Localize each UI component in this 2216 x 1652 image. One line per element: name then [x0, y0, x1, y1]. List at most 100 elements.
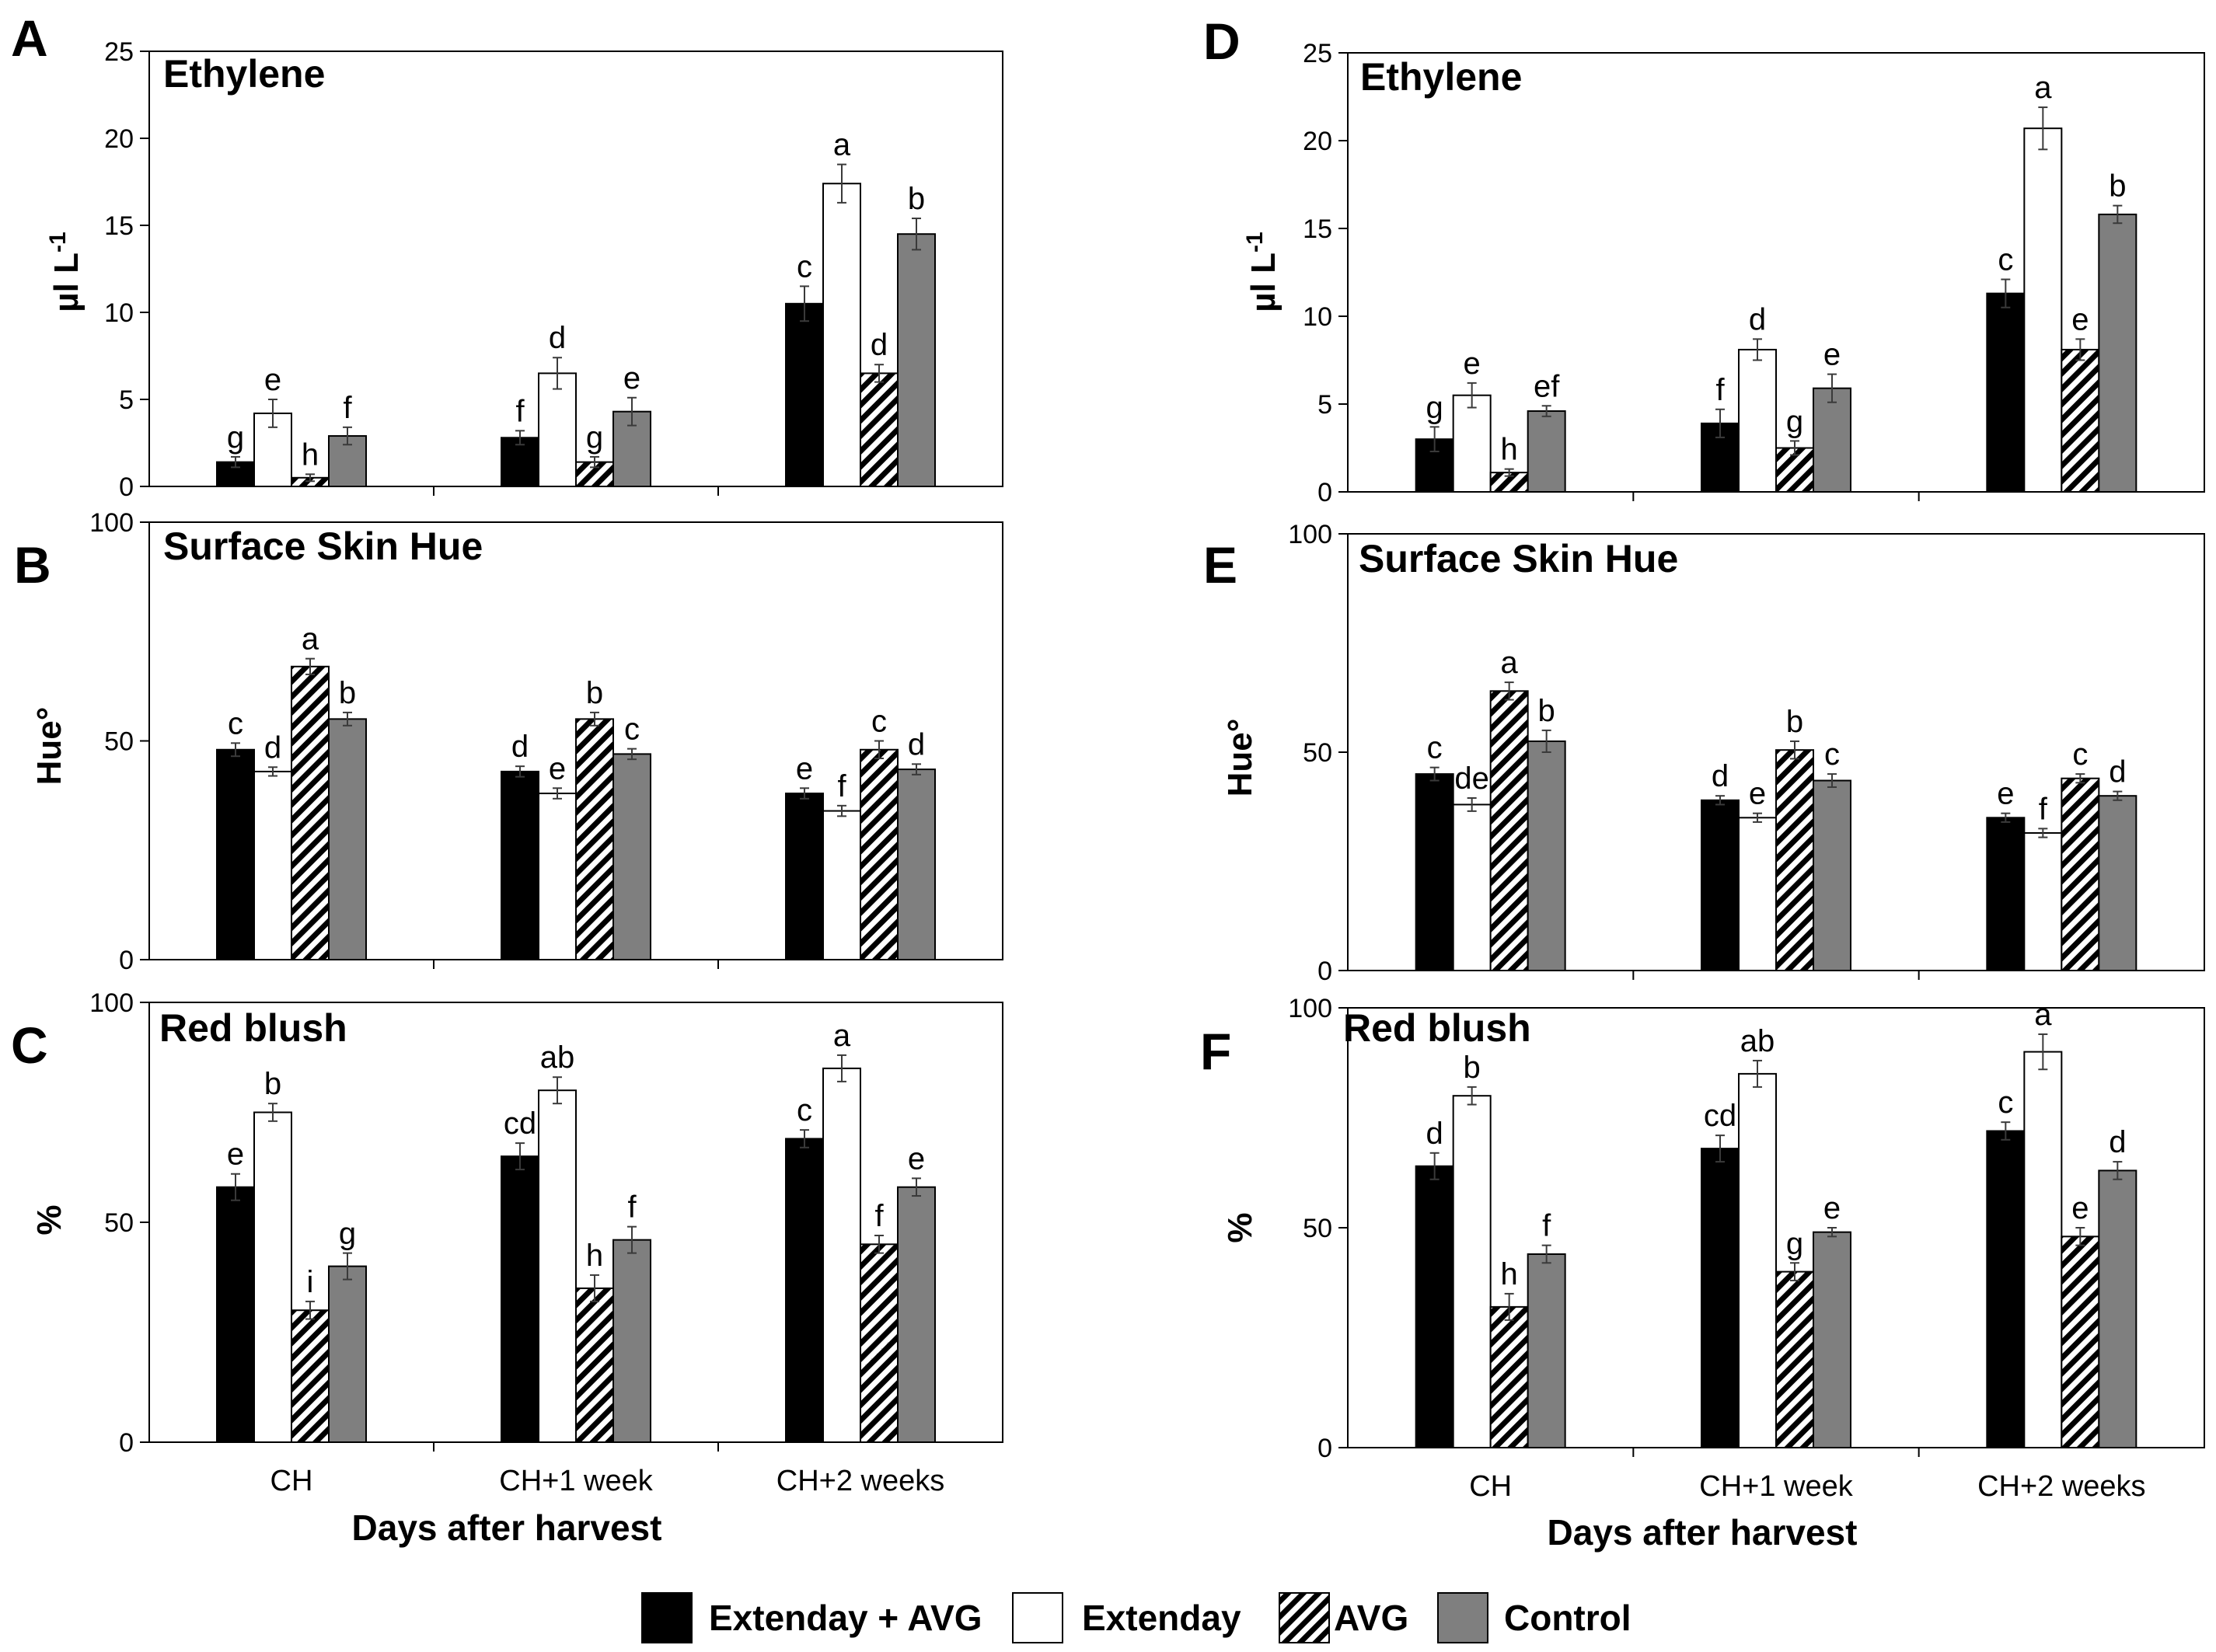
bar-control	[1527, 410, 1566, 493]
bar-avg	[2061, 777, 2100, 971]
significance-letter: b	[339, 676, 356, 710]
legend: Extenday + AVG Extenday AVG Control	[641, 1592, 1631, 1643]
bar-avg	[575, 1287, 614, 1444]
panel-letter: C	[11, 1016, 48, 1074]
significance-letter: f	[2039, 792, 2048, 826]
bar-control	[1813, 779, 1851, 972]
significance-letter: c	[1824, 737, 1840, 772]
significance-letter: d	[908, 727, 925, 762]
bar-extenday	[253, 1111, 292, 1443]
bar-avg	[1775, 749, 1814, 971]
bar-control	[328, 1265, 367, 1443]
significance-letter: f	[1715, 373, 1725, 407]
bar-avg	[1775, 1270, 1814, 1448]
bar-control	[1813, 1231, 1851, 1449]
significance-letter: a	[1501, 646, 1519, 680]
y-axis-label: µl L-1	[1242, 232, 1283, 312]
significance-letter: f	[515, 394, 525, 428]
bar-extenday-avg	[216, 1186, 255, 1443]
y-tick-label: 100	[89, 508, 134, 538]
significance-letter: h	[302, 437, 319, 472]
significance-letter: h	[1501, 433, 1518, 467]
significance-letter: ab	[540, 1040, 575, 1075]
legend-label: Extenday	[1082, 1598, 1241, 1638]
bar-avg	[860, 748, 899, 960]
significance-letter: d	[871, 328, 888, 362]
y-tick-label: 15	[104, 211, 134, 241]
bar-extenday-avg	[501, 1155, 539, 1443]
y-tick-label: 20	[104, 124, 134, 154]
bar-extenday-avg	[1986, 1130, 2026, 1448]
significance-letter: f	[874, 1199, 884, 1233]
bar-control	[2098, 1169, 2137, 1449]
significance-letter: c	[797, 1093, 812, 1127]
significance-letter: f	[343, 391, 352, 425]
significance-letter: a	[833, 1019, 851, 1053]
y-tick-label: 0	[119, 946, 134, 975]
bar-extenday-avg	[785, 1138, 824, 1443]
significance-letter: b	[586, 676, 603, 710]
legend-label: Extenday + AVG	[709, 1598, 982, 1638]
y-axis-label: Hue°	[1221, 719, 1259, 797]
significance-letter: ab	[1740, 1024, 1775, 1058]
bar-control	[1527, 740, 1566, 971]
significance-letter: e	[1997, 777, 2014, 811]
y-tick-label: 50	[1303, 1214, 1332, 1243]
bar-avg	[860, 372, 899, 487]
y-tick-label: 5	[119, 385, 134, 415]
significance-letter: b	[908, 182, 925, 216]
bar-extenday-avg	[1415, 773, 1454, 971]
significance-letter: e	[264, 363, 281, 397]
significance-letter: c	[1427, 731, 1443, 765]
significance-letter: f	[837, 769, 846, 803]
significance-letter: c	[2072, 737, 2088, 772]
bar-control	[897, 1186, 936, 1443]
significance-letter: d	[1712, 759, 1729, 793]
y-tick-label: 50	[1303, 738, 1332, 768]
category-label: CH+1 week	[1699, 1470, 1853, 1503]
significance-letter: b	[2109, 169, 2126, 204]
panel-title: Surface Skin Hue	[1359, 537, 1678, 580]
panel-title: Red blush	[1343, 1006, 1531, 1050]
panel-title: Surface Skin Hue	[163, 525, 483, 568]
bar-control	[612, 753, 651, 960]
y-tick-label: 10	[1303, 302, 1332, 332]
significance-letter: h	[1501, 1257, 1518, 1291]
significance-letter: b	[264, 1067, 281, 1101]
significance-letter: e	[549, 751, 566, 786]
panel-letter: F	[1200, 1023, 1231, 1080]
y-tick-label: 0	[119, 1428, 134, 1458]
bar-extenday-avg	[785, 793, 824, 960]
legend-swatch-extenday-avg	[641, 1592, 693, 1643]
y-tick-label: 0	[1317, 957, 1332, 986]
panel-letter: B	[14, 536, 51, 594]
bar-extenday	[253, 770, 292, 960]
significance-letter: g	[1786, 404, 1803, 438]
significance-letter: d	[1426, 1117, 1443, 1151]
bar-extenday	[822, 183, 861, 488]
significance-letter: d	[2109, 1125, 2126, 1159]
bar-extenday	[1452, 1095, 1492, 1448]
legend-label: AVG	[1334, 1598, 1408, 1638]
y-tick-label: 50	[104, 1208, 134, 1238]
significance-letter: e	[908, 1141, 925, 1176]
bar-avg	[291, 1309, 330, 1443]
bar-extenday	[822, 810, 861, 960]
panel-title: Ethylene	[1360, 55, 1522, 99]
bar-avg	[575, 718, 614, 960]
y-tick-label: 20	[1303, 127, 1332, 156]
bar-extenday-avg	[216, 748, 255, 960]
significance-letter: f	[627, 1190, 637, 1225]
significance-letter: f	[1542, 1209, 1551, 1243]
y-tick-label: 5	[1317, 390, 1332, 420]
bar-extenday	[538, 1089, 577, 1443]
bar-control	[1813, 387, 1851, 493]
category-label: CH	[1469, 1470, 1512, 1503]
significance-letter: e	[1823, 1191, 1841, 1225]
